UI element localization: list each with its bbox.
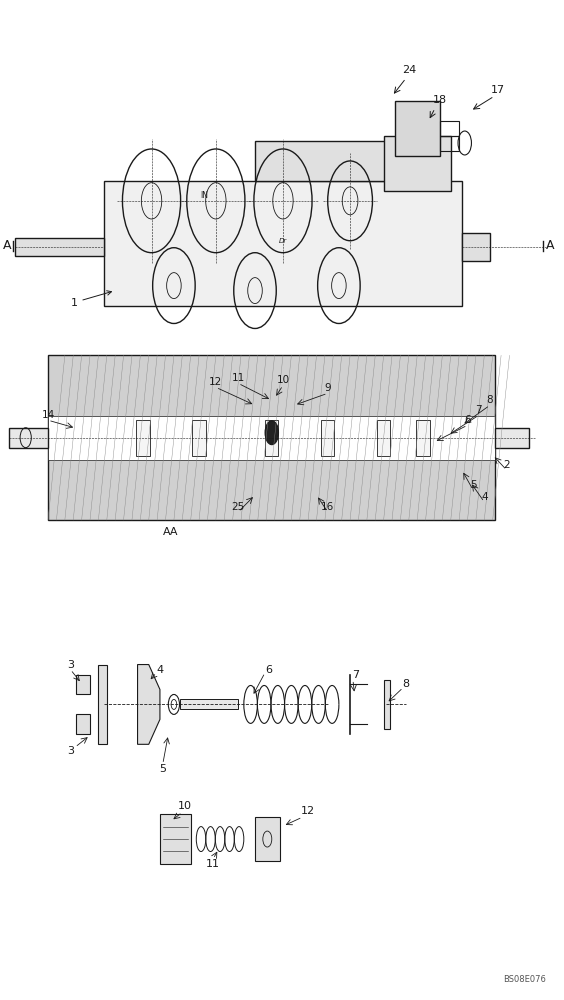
Text: 18: 18 — [433, 95, 447, 105]
Text: 2: 2 — [504, 460, 510, 470]
Bar — [76, 714, 90, 734]
Bar — [321, 420, 334, 456]
Text: 5: 5 — [470, 480, 477, 490]
Text: AA: AA — [164, 527, 179, 537]
Text: 7: 7 — [475, 405, 482, 415]
Bar — [265, 420, 279, 456]
Text: 12: 12 — [209, 377, 222, 387]
Text: 14: 14 — [41, 410, 55, 420]
Text: Dr: Dr — [279, 238, 287, 244]
Text: 3: 3 — [67, 746, 74, 756]
Bar — [462, 233, 490, 261]
Text: 11: 11 — [232, 373, 245, 383]
Polygon shape — [138, 665, 160, 744]
Circle shape — [265, 421, 279, 445]
Text: 1: 1 — [70, 291, 112, 308]
Text: IN: IN — [201, 191, 209, 200]
Text: 11: 11 — [206, 859, 220, 869]
Bar — [48, 355, 496, 520]
Text: 4: 4 — [481, 492, 488, 502]
Text: 6: 6 — [464, 415, 471, 425]
Bar — [255, 141, 395, 181]
Text: 6: 6 — [266, 665, 272, 675]
Text: 4: 4 — [156, 665, 164, 675]
Bar — [136, 420, 150, 456]
Text: BS08E076: BS08E076 — [503, 975, 546, 984]
Bar — [98, 665, 107, 744]
Text: 8: 8 — [487, 395, 493, 405]
Bar — [439, 121, 459, 136]
Bar — [179, 699, 238, 709]
Text: 3: 3 — [67, 660, 74, 670]
Text: 10: 10 — [178, 801, 192, 811]
Text: 12: 12 — [301, 806, 315, 816]
Bar — [377, 420, 390, 456]
Bar — [104, 181, 462, 306]
Text: A: A — [546, 239, 554, 252]
Text: 8: 8 — [403, 679, 409, 689]
Text: 17: 17 — [491, 85, 505, 95]
Text: 7: 7 — [352, 670, 359, 680]
Bar — [496, 428, 529, 448]
Bar — [439, 136, 459, 151]
Text: 10: 10 — [276, 375, 289, 385]
Bar — [192, 420, 206, 456]
Bar — [255, 817, 280, 861]
Bar — [76, 675, 90, 694]
Bar — [15, 238, 104, 256]
Bar — [416, 420, 430, 456]
Bar — [384, 680, 390, 729]
Bar — [9, 428, 48, 448]
Text: 16: 16 — [321, 502, 334, 512]
Bar — [48, 416, 496, 460]
Text: 24: 24 — [402, 65, 416, 75]
Bar — [384, 136, 451, 191]
Bar — [160, 814, 191, 864]
Text: 5: 5 — [159, 764, 166, 774]
Text: A: A — [3, 239, 12, 252]
Text: 25: 25 — [232, 502, 245, 512]
Bar — [395, 101, 439, 156]
Text: 9: 9 — [324, 383, 331, 393]
